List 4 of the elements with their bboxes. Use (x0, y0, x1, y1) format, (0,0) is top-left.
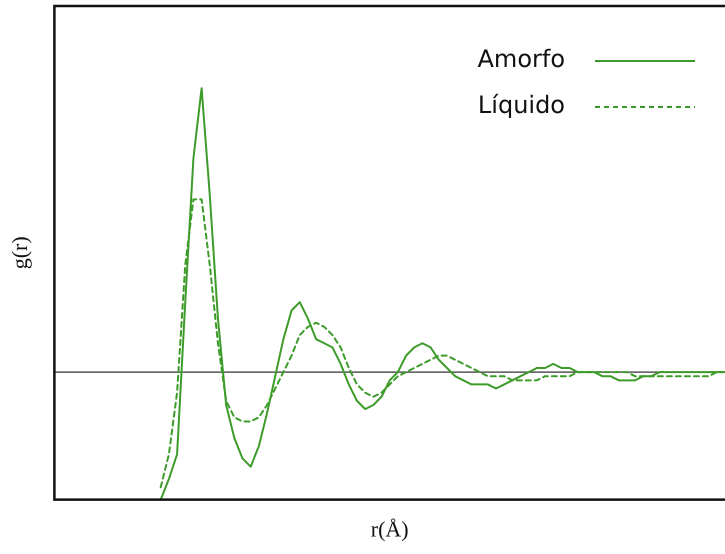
legend-label: Líquido (478, 91, 565, 120)
legend-label: Amorfo (478, 45, 565, 74)
x-axis-title: r(Å) (370, 516, 409, 542)
y-axis-title: g(r) (6, 236, 32, 270)
